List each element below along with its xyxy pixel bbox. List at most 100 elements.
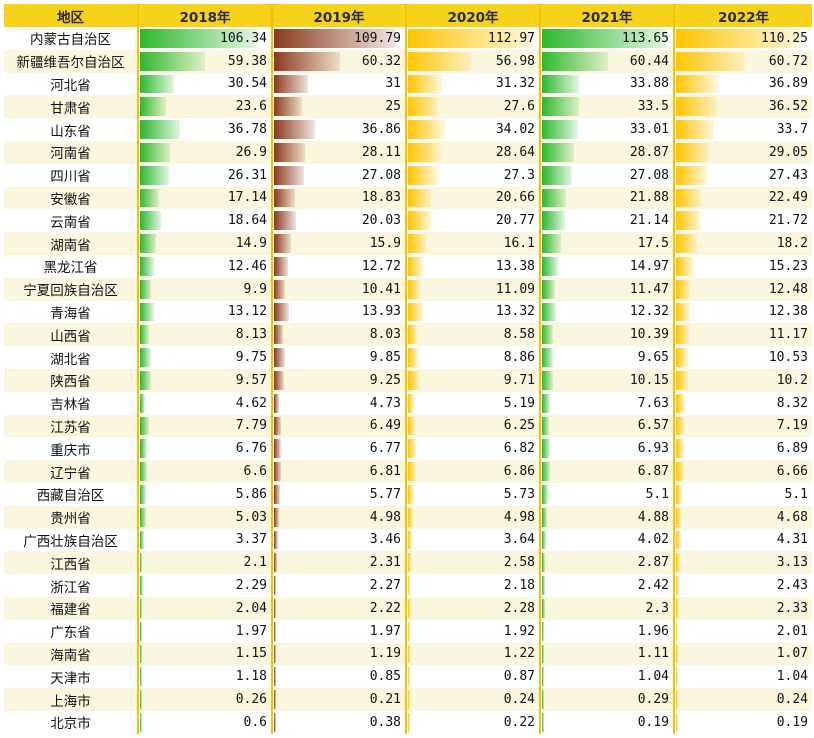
value-label: 2.01 xyxy=(776,623,808,639)
value-label: 1.22 xyxy=(503,646,535,662)
header-2022[interactable]: 2022年 xyxy=(673,4,812,27)
value-label: 6.49 xyxy=(369,418,401,434)
value-label: 0.85 xyxy=(369,669,401,685)
value-label: 112.97 xyxy=(488,30,535,46)
data-bar xyxy=(542,416,550,436)
data-bar xyxy=(542,439,550,459)
value-cell-2021: 33.5 xyxy=(539,95,674,119)
data-bar xyxy=(408,325,418,345)
value-cell-2021: 1.96 xyxy=(539,619,674,643)
value-label: 1.92 xyxy=(503,623,535,639)
value-label: 9.65 xyxy=(637,350,669,366)
region-cell: 北京市 xyxy=(4,710,138,734)
value-cell-2021: 0.29 xyxy=(539,688,674,711)
data-bar xyxy=(274,644,276,664)
value-cell-2021: 4.88 xyxy=(539,505,674,529)
data-bar xyxy=(140,188,159,208)
table-row: 浙江省 2.29 2.27 2.18 2.42 2.43 xyxy=(4,574,812,597)
data-bar xyxy=(140,712,142,732)
value-cell-2022: 0.19 xyxy=(673,710,812,734)
table-row: 吉林省 4.62 4.73 5.19 7.63 8.32 xyxy=(4,391,812,415)
table-row: 江西省 2.1 2.31 2.58 2.87 3.13 xyxy=(4,551,812,575)
data-bar xyxy=(140,644,142,664)
data-bar xyxy=(542,165,572,185)
value-label: 6.81 xyxy=(369,464,401,480)
table-row: 福建省 2.04 2.22 2.28 2.3 2.33 xyxy=(4,596,812,620)
value-cell-2019: 4.98 xyxy=(271,505,406,529)
value-label: 4.68 xyxy=(776,509,808,525)
data-bar xyxy=(408,302,423,322)
data-bar xyxy=(140,690,142,709)
value-label: 13.12 xyxy=(227,304,267,320)
data-bar xyxy=(274,325,283,345)
value-cell-2019: 2.31 xyxy=(271,551,406,575)
value-label: 27.08 xyxy=(361,167,401,183)
value-label: 9.75 xyxy=(235,350,267,366)
data-bar xyxy=(274,621,277,641)
data-bar xyxy=(676,234,697,253)
value-label: 56.98 xyxy=(495,53,535,69)
value-cell-2020: 13.32 xyxy=(405,300,540,324)
value-label: 8.03 xyxy=(369,327,401,343)
header-region[interactable]: 地区 xyxy=(4,4,138,27)
value-label: 6.86 xyxy=(503,464,535,480)
value-label: 4.73 xyxy=(369,395,401,411)
value-label: 1.97 xyxy=(235,623,267,639)
value-cell-2021: 5.1 xyxy=(539,482,674,506)
value-cell-2018: 30.54 xyxy=(137,72,272,96)
data-bar xyxy=(274,416,282,436)
value-cell-2018: 0.6 xyxy=(137,710,272,734)
value-label: 21.72 xyxy=(768,213,808,229)
data-bar xyxy=(676,211,701,231)
table-row: 广西壮族自治区 3.37 3.46 3.64 4.02 4.31 xyxy=(4,528,812,552)
region-cell: 宁夏回族自治区 xyxy=(4,277,138,301)
value-label: 3.37 xyxy=(235,532,267,548)
region-cell: 山西省 xyxy=(4,323,138,347)
value-label: 5.1 xyxy=(645,486,669,502)
header-2020[interactable]: 2020年 xyxy=(405,4,540,27)
data-bar xyxy=(542,256,559,276)
value-cell-2021: 11.47 xyxy=(539,277,674,301)
data-bar xyxy=(140,553,143,573)
value-cell-2021: 2.42 xyxy=(539,574,674,597)
data-bar xyxy=(140,29,257,48)
value-cell-2019: 10.41 xyxy=(271,277,406,301)
value-label: 21.14 xyxy=(629,213,669,229)
value-label: 17.5 xyxy=(637,236,669,252)
value-cell-2019: 18.83 xyxy=(271,186,406,210)
value-cell-2020: 8.58 xyxy=(405,323,540,347)
value-cell-2020: 1.22 xyxy=(405,642,540,666)
data-bar xyxy=(140,51,206,71)
data-bar xyxy=(676,598,679,618)
value-label: 9.57 xyxy=(235,372,267,388)
table-row: 湖北省 9.75 9.85 8.86 9.65 10.53 xyxy=(4,346,812,369)
header-2018[interactable]: 2018年 xyxy=(137,4,272,27)
data-bar xyxy=(676,74,718,94)
data-bar xyxy=(274,712,276,732)
value-label: 6.25 xyxy=(503,418,535,434)
table-row: 宁夏回族自治区 9.9 10.41 11.09 11.47 12.48 xyxy=(4,277,812,301)
data-bar xyxy=(274,370,285,390)
data-bar xyxy=(140,393,146,413)
value-cell-2019: 6.77 xyxy=(271,437,406,461)
table-row: 新疆维吾尔自治区 59.38 60.32 56.98 60.44 60.72 xyxy=(4,49,812,73)
value-label: 36.86 xyxy=(361,122,401,138)
value-cell-2022: 2.01 xyxy=(673,619,812,643)
value-cell-2022: 10.53 xyxy=(673,346,812,369)
data-bar xyxy=(274,74,309,94)
header-2021[interactable]: 2021年 xyxy=(539,4,674,27)
value-label: 5.03 xyxy=(235,509,267,525)
value-cell-2020: 1.92 xyxy=(405,619,540,643)
value-label: 27.6 xyxy=(503,99,535,115)
value-label: 23.6 xyxy=(235,99,267,115)
value-label: 4.98 xyxy=(369,509,401,525)
data-bar xyxy=(274,484,281,504)
value-cell-2020: 13.38 xyxy=(405,254,540,278)
value-label: 14.9 xyxy=(235,236,267,252)
value-label: 0.24 xyxy=(776,692,808,707)
value-cell-2019: 15.9 xyxy=(271,232,406,255)
header-2019[interactable]: 2019年 xyxy=(271,4,406,27)
value-cell-2019: 1.97 xyxy=(271,619,406,643)
data-bar xyxy=(676,553,680,573)
data-bar xyxy=(274,507,280,527)
